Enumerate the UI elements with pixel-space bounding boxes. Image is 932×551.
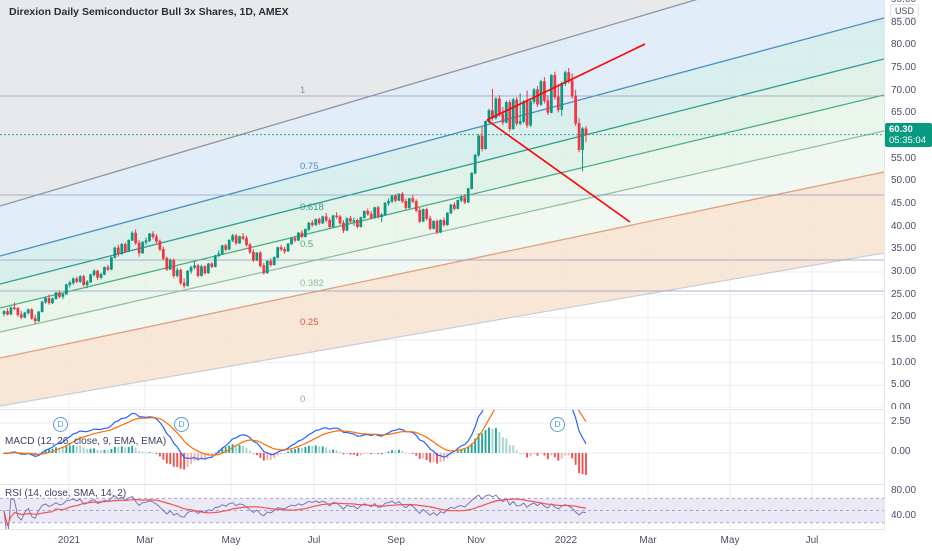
time-tick-label: Jul bbox=[307, 535, 321, 546]
currency-chip[interactable]: USD bbox=[890, 4, 920, 18]
axis-tick-label: 2.50 bbox=[891, 416, 911, 428]
fib-level-label-0-618: 0.618 bbox=[300, 202, 324, 213]
axis-tick-label: 80.00 bbox=[891, 485, 917, 497]
last-price-time: 05:35:04 bbox=[889, 134, 926, 146]
axis-tick-label: 90.00 bbox=[891, 0, 916, 5]
axis-tick-label: 50.00 bbox=[891, 175, 917, 187]
fib-level-label-0-25: 0.25 bbox=[300, 317, 319, 328]
fib-level-label-0: 0 bbox=[300, 394, 306, 405]
axis-tick-label: 25.00 bbox=[891, 288, 917, 300]
dividend-marker-icon[interactable]: D bbox=[550, 417, 565, 432]
time-tick-label: Sep bbox=[387, 535, 405, 546]
axis-tick-label: 0.00 bbox=[891, 402, 911, 413]
axis-tick-label: 30.00 bbox=[891, 266, 917, 277]
price-axis[interactable]: 0.00 5.00 10.00 15.00 20.00 25.00 30.00 35.00 40… bbox=[884, 0, 932, 413]
axis-tick-label: 75.00 bbox=[891, 62, 917, 73]
fib-level-label-1: 1 bbox=[300, 85, 306, 96]
axis-tick-label: 10.00 bbox=[891, 356, 917, 368]
axis-tick-label: 65.00 bbox=[891, 107, 917, 119]
dividend-marker-icon[interactable]: D bbox=[53, 417, 68, 432]
rsi-plot bbox=[0, 485, 884, 530]
price-pane[interactable] bbox=[0, 0, 884, 408]
macd-pane[interactable] bbox=[0, 409, 884, 484]
axis-tick-label: 35.00 bbox=[891, 243, 917, 255]
macd-plot bbox=[0, 410, 884, 484]
time-tick-label: Mar bbox=[639, 535, 657, 546]
rsi-legend[interactable]: RSI (14, close, SMA, 14, 2) bbox=[5, 488, 127, 499]
axis-tick-label: 55.00 bbox=[891, 152, 917, 164]
time-tick-label: Nov bbox=[467, 535, 485, 546]
time-tick-label: May bbox=[720, 535, 740, 546]
axis-tick-label: 70.00 bbox=[891, 84, 917, 96]
macd-legend[interactable]: MACD (12, 26, close, 9, EMA, EMA) bbox=[5, 436, 167, 447]
time-axis[interactable]: 2021 Mar May Jul Sep Nov 2022 Mar May Jul bbox=[0, 529, 884, 551]
axis-tick-label: 40.00 bbox=[891, 220, 917, 232]
time-tick-label: Jul bbox=[805, 535, 819, 546]
axis-tick-label: 15.00 bbox=[891, 334, 917, 345]
time-tick-label: May bbox=[221, 535, 241, 546]
rsi-pane[interactable] bbox=[0, 484, 884, 530]
last-price-badge[interactable]: 60.30 05:35:04 bbox=[885, 122, 932, 147]
axis-tick-label: 85.00 bbox=[891, 16, 917, 28]
page-title: Direxion Daily Semiconductor Bull 3x Sha… bbox=[9, 6, 289, 18]
fib-level-label-0-75: 0.75 bbox=[300, 161, 319, 172]
macd-axis[interactable]: 0.00 2.50 bbox=[884, 409, 932, 483]
price-plot bbox=[0, 0, 884, 408]
fib-level-label-0-382: 0.382 bbox=[300, 278, 324, 289]
axis-tick-label: 45.00 bbox=[891, 198, 917, 209]
axis-tick-label: 5.00 bbox=[891, 379, 911, 391]
axis-tick-label: 20.00 bbox=[891, 311, 917, 323]
axis-tick-label: 40.00 bbox=[891, 509, 917, 521]
last-price-value: 60.30 bbox=[889, 123, 913, 135]
axis-tick-label: 0.00 bbox=[891, 445, 911, 457]
time-tick-label: 2022 bbox=[554, 535, 578, 546]
fib-level-label-0-5: 0.5 bbox=[300, 239, 314, 250]
rsi-axis[interactable]: 40.00 80.00 bbox=[884, 484, 932, 529]
dividend-marker-icon[interactable]: D bbox=[174, 417, 189, 432]
time-tick-label: 2021 bbox=[57, 535, 81, 546]
time-tick-label: Mar bbox=[136, 535, 154, 546]
axis-tick-label: 80.00 bbox=[891, 39, 917, 51]
